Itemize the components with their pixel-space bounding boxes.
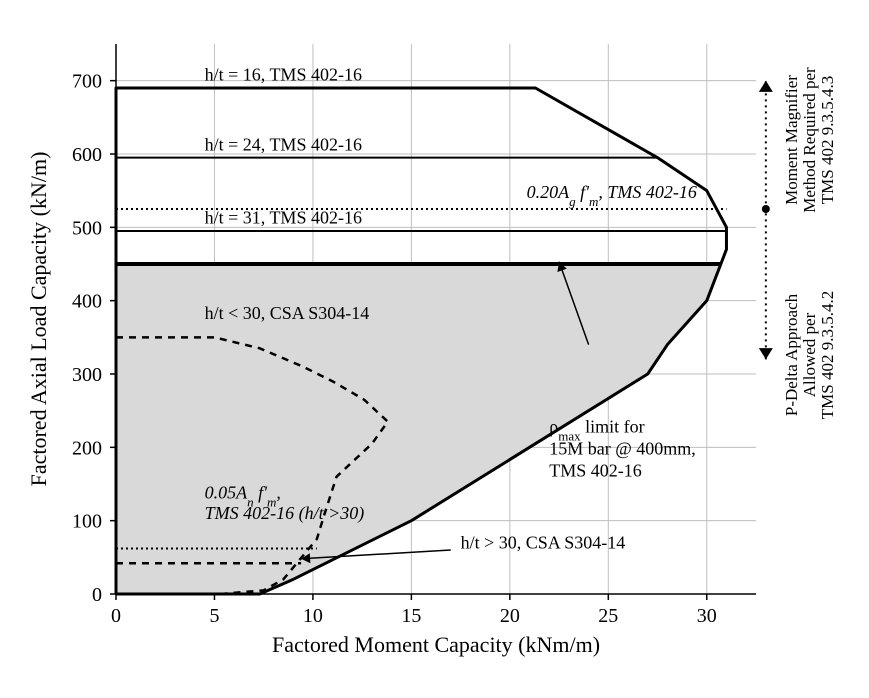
interaction-diagram: 0510152025300100200300400500600700Factor…	[0, 0, 869, 698]
x-tick-label: 5	[209, 605, 219, 627]
x-tick-label: 25	[598, 605, 618, 627]
side-guide-dot	[762, 205, 770, 213]
x-tick-label: 10	[303, 605, 323, 627]
y-tick-label: 300	[72, 364, 102, 386]
label-csa30: h/t < 30, CSA S304-14	[205, 303, 370, 323]
svg-text:TMS 402 9.3.5.4.2: TMS 402 9.3.5.4.2	[818, 291, 837, 419]
chart-svg: 0510152025300100200300400500600700Factor…	[0, 0, 869, 698]
x-tick-label: 15	[401, 605, 421, 627]
x-axis-title: Factored Moment Capacity (kNm/m)	[272, 632, 600, 657]
x-tick-label: 30	[697, 605, 717, 627]
x-tick-label: 0	[111, 605, 121, 627]
label-rho_2: 15M bar @ 400mm,	[549, 439, 696, 459]
svg-text:Allowed per: Allowed per	[800, 312, 819, 397]
y-axis-title: Factored Axial Load Capacity (kN/m)	[26, 152, 51, 487]
y-tick-label: 400	[72, 291, 102, 313]
y-tick-label: 700	[72, 71, 102, 93]
svg-text:Moment Magnifier: Moment Magnifier	[782, 75, 801, 205]
label-csa_low: h/t > 30, CSA S304-14	[461, 533, 626, 553]
y-tick-label: 500	[72, 217, 102, 239]
y-tick-label: 200	[72, 437, 102, 459]
y-tick-label: 600	[72, 144, 102, 166]
x-tick-label: 20	[500, 605, 520, 627]
label-anfm_2: TMS 402-16 (h/t >30)	[205, 503, 365, 524]
y-tick-label: 0	[92, 584, 102, 606]
y-tick-label: 100	[72, 511, 102, 533]
side-label-upper: Moment MagnifierMethod Required perTMS 4…	[782, 67, 837, 213]
label-ht16: h/t = 16, TMS 402-16	[205, 65, 362, 85]
label-ht24: h/t = 24, TMS 402-16	[205, 134, 362, 154]
svg-text:P-Delta Approach: P-Delta Approach	[782, 293, 801, 416]
label-rho_3: TMS 402-16	[549, 461, 642, 481]
label-ht31: h/t = 31, TMS 402-16	[205, 208, 362, 228]
svg-text:Method Required per: Method Required per	[800, 67, 819, 213]
svg-text:TMS 402 9.3.5.4.3: TMS 402 9.3.5.4.3	[818, 76, 837, 204]
